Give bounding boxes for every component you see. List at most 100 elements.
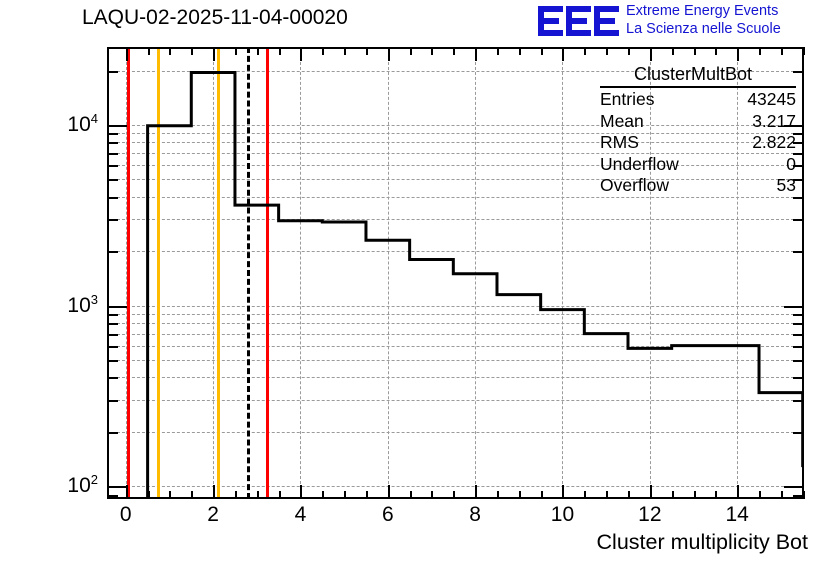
low-orange-line — [157, 47, 161, 499]
y-tick-minor — [107, 431, 118, 434]
eee-logo-line1: Extreme Energy Events — [626, 3, 779, 19]
y-tick-minor-right — [793, 196, 804, 199]
y-tick-minor — [107, 494, 118, 497]
x-tick-minor-top — [147, 47, 150, 55]
x-tick-minor-top — [518, 47, 521, 55]
x-tick-major — [387, 485, 390, 499]
eee-logo-text: Extreme Energy Events La Scienza nelle S… — [626, 3, 781, 38]
x-tick-minor — [693, 491, 696, 499]
x-tick-minor-top — [344, 47, 347, 55]
stats-key: Overflow — [600, 175, 670, 196]
x-tick-minor-top — [365, 47, 368, 55]
y-tick-major-right — [784, 124, 804, 127]
y-tick-minor — [107, 152, 118, 155]
y-tick-minor — [107, 165, 118, 167]
y-tick-label: 104 — [67, 110, 98, 136]
x-tick-minor-top — [191, 47, 194, 55]
grid-line-horizontal — [107, 152, 804, 154]
grid-line-vertical — [125, 47, 127, 499]
eee-logo-line2: La Scienza nelle Scuole — [626, 20, 781, 37]
x-tick-minor — [671, 491, 674, 499]
x-tick-minor-top — [234, 47, 237, 55]
y-tick-minor-right — [793, 377, 804, 380]
y-tick-minor-right — [793, 313, 804, 316]
plot-frame — [107, 47, 804, 499]
low-red-line — [126, 47, 130, 499]
stats-rows: Entries 43245 Mean 3.217 RMS 2.822 Underflow 0 O… — [582, 89, 804, 197]
x-tick-minor-top — [715, 47, 718, 55]
stats-row: RMS 2.822 — [582, 132, 804, 154]
x-tick-minor-top — [431, 47, 434, 55]
y-tick-minor — [107, 251, 118, 254]
page-title: LAQU-02-2025-11-04-00020 — [82, 6, 348, 29]
grid-line-vertical — [649, 47, 651, 499]
y-tick-minor — [107, 70, 118, 73]
y-tick-minor-right — [793, 133, 804, 136]
y-tick-major-right — [784, 486, 804, 489]
y-tick-minor — [107, 179, 118, 182]
grid-line-horizontal — [107, 431, 804, 433]
x-tick-minor — [540, 491, 543, 499]
stats-title: ClusterMultBot — [633, 64, 753, 84]
x-tick-minor — [169, 491, 172, 499]
y-tick-minor-right — [793, 219, 804, 222]
grid-line-horizontal — [107, 196, 804, 198]
y-tick-minor-right — [793, 165, 804, 167]
x-tick-minor — [409, 491, 412, 499]
grid-line-horizontal — [107, 400, 804, 402]
x-tick-minor — [759, 491, 762, 499]
y-tick-minor-right — [793, 70, 804, 73]
eee-logo-mark — [538, 6, 619, 36]
stats-value: 2.822 — [752, 132, 796, 153]
x-tick-major-top — [737, 47, 740, 61]
x-tick-minor — [191, 491, 194, 499]
x-tick-minor — [234, 491, 237, 499]
grid-line-horizontal — [107, 313, 804, 315]
x-tick-minor — [518, 491, 521, 499]
x-tick-major-top — [649, 47, 652, 61]
high-red-line — [266, 47, 270, 499]
grid-line-vertical — [737, 47, 739, 499]
x-tick-minor-top — [256, 47, 259, 55]
y-tick-minor-right — [793, 494, 804, 497]
x-tick-minor — [780, 491, 783, 499]
y-tick-minor — [107, 333, 118, 336]
grid-line-horizontal — [107, 486, 804, 488]
x-tick-minor — [278, 491, 281, 499]
grid-line-horizontal — [107, 359, 804, 361]
y-tick-major-right — [784, 305, 804, 308]
x-tick-minor — [431, 491, 434, 499]
grid-line-vertical — [387, 47, 389, 499]
stats-divider — [600, 86, 796, 88]
x-tick-minor-top — [693, 47, 696, 55]
x-tick-major — [300, 485, 303, 499]
y-tick-minor — [107, 359, 118, 362]
y-tick-label: 102 — [67, 472, 98, 498]
stats-value: 53 — [776, 175, 796, 196]
stats-box: ClusterMultBot Entries 43245 Mean 3.217 RMS 2… — [582, 63, 804, 198]
grid-line-horizontal — [107, 323, 804, 325]
stats-value: 3.217 — [752, 110, 796, 131]
y-tick-major — [107, 305, 127, 308]
x-tick-major-top — [300, 47, 303, 61]
x-tick-minor-top — [628, 47, 630, 55]
x-tick-major — [562, 485, 565, 499]
x-tick-minor — [584, 491, 587, 499]
y-tick-label: 103 — [67, 291, 98, 317]
x-tick-label: 12 — [638, 503, 662, 526]
x-tick-label: 6 — [381, 503, 394, 526]
y-tick-minor — [107, 133, 118, 136]
grid-line-horizontal — [107, 305, 804, 307]
high-orange-line — [216, 47, 220, 499]
x-tick-label: 8 — [469, 503, 481, 526]
grid-line-horizontal — [107, 142, 804, 144]
x-tick-minor-top — [584, 47, 587, 55]
x-tick-minor-top — [671, 47, 674, 55]
stats-key: Mean — [600, 110, 644, 131]
x-axis-title: Cluster multiplicity Bot — [596, 530, 808, 554]
y-tick-minor-right — [793, 251, 804, 254]
stats-key: Underflow — [600, 153, 679, 174]
x-tick-minor-top — [322, 47, 325, 55]
x-tick-major-top — [562, 47, 565, 61]
